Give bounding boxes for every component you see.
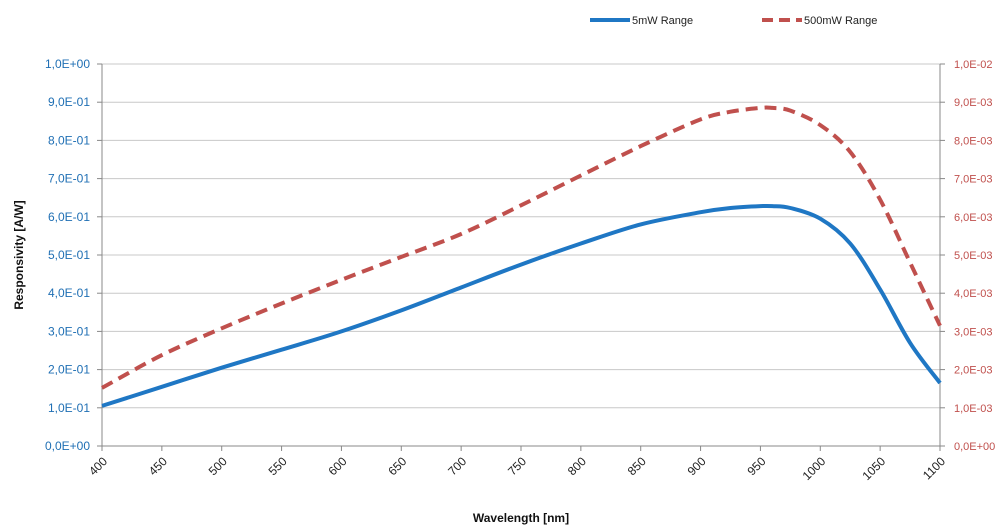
x-tick-label: 750: [505, 454, 529, 478]
x-tick-label: 900: [685, 454, 709, 478]
left-y-axis-ticks: 0,0E+00 1,0E-01 2,0E-01 3,0E-01 4,0E-01 5,0E-…: [45, 57, 102, 453]
right-tick-label: 0,0E+00: [954, 441, 995, 453]
x-tick-label: 700: [445, 454, 469, 478]
series-lines: [101, 105, 942, 408]
left-tick-label: 5,0E-01: [48, 248, 90, 262]
grid-lines: [102, 63, 940, 409]
left-tick-label: 7,0E-01: [48, 172, 90, 186]
left-tick-label: 4,0E-01: [48, 286, 90, 300]
x-tick-label: 500: [206, 454, 230, 478]
x-tick-label: 650: [385, 454, 409, 478]
legend: 5mW Range 500mW Range: [590, 15, 877, 27]
x-tick-label: 850: [625, 454, 649, 478]
x-tick-label: 1100: [920, 454, 948, 482]
left-tick-label: 6,0E-01: [48, 210, 90, 224]
left-tick-label: 3,0E-01: [48, 324, 90, 338]
y-axis-title: Responsivity [A/W]: [12, 200, 26, 309]
x-tick-label: 400: [86, 454, 110, 478]
right-tick-label: 3,0E-03: [954, 326, 993, 338]
x-tick-label: 1050: [859, 454, 888, 483]
right-tick-label: 6,0E-03: [954, 212, 993, 224]
right-tick-label: 9,0E-03: [954, 97, 993, 109]
left-tick-label: 1,0E-01: [48, 401, 90, 415]
series-5mw-line: [101, 203, 942, 408]
series-500mw-line: [101, 105, 942, 390]
legend-label: 5mW Range: [632, 15, 693, 27]
legend-label: 500mW Range: [804, 15, 877, 27]
left-tick-label: 8,0E-01: [48, 133, 90, 147]
right-tick-label: 1,0E-03: [954, 403, 993, 415]
x-axis-ticks: 400 450 500 550 600 650 700 750 800 850 900 950 1000…: [86, 446, 948, 483]
x-tick-label: 1000: [800, 454, 829, 483]
left-tick-label: 0,0E+00: [45, 439, 90, 453]
x-tick-label: 800: [565, 454, 589, 478]
x-tick-label: 450: [146, 454, 170, 478]
x-tick-label: 550: [266, 454, 290, 478]
left-tick-label: 9,0E-01: [48, 95, 90, 109]
right-tick-label: 8,0E-03: [954, 135, 993, 147]
right-tick-label: 5,0E-03: [954, 250, 993, 262]
left-tick-label: 2,0E-01: [48, 363, 90, 377]
x-axis-title: Wavelength [nm]: [473, 511, 569, 525]
left-tick-label: 1,0E+00: [45, 57, 90, 71]
right-tick-label: 4,0E-03: [954, 288, 993, 300]
right-tick-label: 7,0E-03: [954, 174, 993, 186]
x-tick-label: 950: [744, 454, 768, 478]
right-tick-label: 2,0E-03: [954, 365, 993, 377]
x-tick-label: 600: [325, 454, 349, 478]
right-tick-label: 1,0E-02: [954, 59, 993, 71]
right-y-axis-ticks: 0,0E+00 1,0E-03 2,0E-03 3,0E-03 4,0E-03 5,0E-…: [940, 59, 995, 453]
